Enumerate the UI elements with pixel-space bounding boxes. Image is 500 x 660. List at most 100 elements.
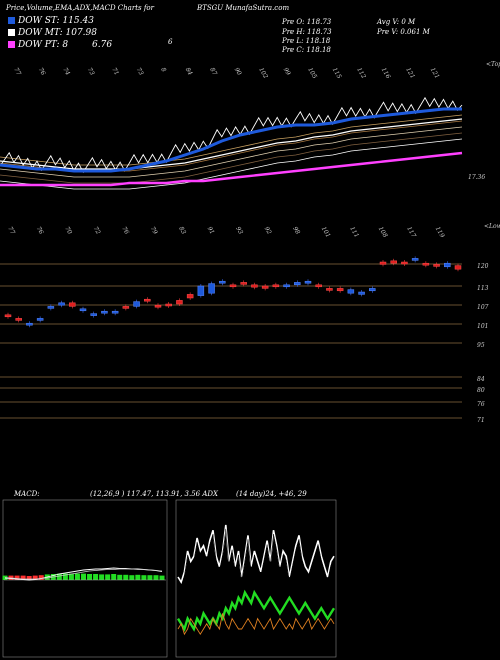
- candle-body: [401, 261, 408, 265]
- macd-histogram-bar: [111, 574, 117, 580]
- ema-top-label: 77: [12, 67, 22, 77]
- macd-signal-line: [4, 568, 163, 580]
- candle-body: [133, 301, 140, 307]
- macd-histogram-bar: [68, 573, 74, 580]
- candle-body: [336, 288, 344, 292]
- macd-histogram-bar: [135, 574, 141, 580]
- candle-body: [90, 313, 97, 316]
- macd-histogram-bar: [81, 573, 86, 580]
- candle-body: [165, 303, 172, 307]
- macd-histogram-bar: [141, 575, 147, 580]
- dow-pt-line: [0, 151, 463, 187]
- candle-body: [229, 284, 237, 288]
- macd-label: MACD:: [14, 490, 40, 498]
- macd-histogram-bar: [153, 575, 159, 580]
- ohlc-close: Pre C: 118.18: [282, 46, 331, 54]
- ema-top-label: 112: [355, 67, 367, 81]
- candle-top-label: 76: [35, 226, 45, 236]
- macd-histogram-bar: [56, 573, 62, 580]
- candle-body: [240, 282, 247, 285]
- ema-top-label: 8: [159, 67, 167, 74]
- macd-histogram-bar: [26, 576, 32, 580]
- price-level-label: 71: [477, 417, 485, 424]
- ema-top-label: 90: [233, 67, 243, 77]
- legend-pt-value: 6.76: [92, 40, 113, 50]
- candle-body: [369, 288, 376, 292]
- candle-body: [219, 280, 226, 284]
- legend-pt: DOW PT: 8: [8, 40, 68, 50]
- candle-body: [283, 284, 290, 288]
- ema-top-label: 115: [331, 67, 343, 81]
- candle-body: [379, 261, 387, 265]
- candle-body: [176, 300, 183, 305]
- price-level-label: 113: [477, 285, 489, 292]
- macd-histogram-bar: [14, 575, 20, 580]
- candle-body: [390, 260, 397, 264]
- ema-top-label: 76: [37, 67, 47, 77]
- ohlc-high: Pre H: 118.73: [282, 28, 332, 36]
- macd-values: (12,26,9 ) 117.47, 113.91, 3.56 ADX: [90, 490, 218, 498]
- ohlc-low: Pre L: 118.18: [282, 37, 331, 45]
- candle-right-label: <Lows: [484, 223, 500, 230]
- candle-top-label: 83: [177, 226, 187, 236]
- adx-panel: [175, 499, 337, 658]
- macd-histogram-bar: [117, 574, 123, 580]
- candle-body: [58, 302, 65, 306]
- price-line: [0, 96, 463, 174]
- candle-body: [15, 318, 22, 321]
- candle-top-label: 108: [377, 226, 389, 240]
- plus-di-inner: [177, 528, 335, 587]
- price-level-label: 107: [477, 304, 489, 311]
- ema-right-label: <Tops: [486, 61, 500, 68]
- candle-body: [47, 306, 55, 309]
- macd-histogram-bar: [105, 574, 111, 580]
- ema-line-3: [0, 126, 463, 178]
- candle-top-label: 79: [149, 226, 159, 236]
- ema-top-label: 73: [135, 67, 145, 77]
- chart-title-left: Price,Volume,EMA,ADX,MACD Charts for: [6, 4, 154, 12]
- candle-top-label: 91: [206, 226, 216, 236]
- legend-mt: DOW MT: 107.98: [8, 28, 97, 38]
- macd-histogram-bar: [129, 575, 135, 580]
- ema-top-label: 121: [429, 67, 441, 80]
- legend-pt-swatch: [8, 41, 15, 48]
- prev-volume: Pre V: 0.061 M: [377, 28, 430, 36]
- candle-top-label: 72: [92, 226, 102, 236]
- candle-body: [422, 262, 430, 266]
- dow-mt-line: [0, 118, 463, 170]
- candle-body: [347, 289, 355, 294]
- macd-histogram-bar: [159, 575, 165, 580]
- ema-chart: 77 76 74 73 71 73 8 84 87 90 102 99 105 115 112 116 121 1…: [0, 61, 500, 190]
- candle-body: [315, 284, 322, 288]
- candle-body: [36, 318, 44, 321]
- candle-body: [454, 265, 462, 270]
- candle-body: [411, 258, 419, 261]
- price-level-label: 84: [477, 376, 485, 383]
- macd-histogram-bar: [123, 574, 129, 580]
- macd-histogram-bar: [147, 575, 153, 580]
- avg-volume: Avg V: 0 M: [377, 18, 416, 26]
- macd-histogram-bar: [62, 573, 68, 580]
- ema-top-label: 74: [61, 67, 71, 77]
- macd-histogram-bar: [74, 573, 80, 580]
- adx-line: [176, 589, 336, 632]
- ema-top-label: 105: [306, 67, 318, 81]
- candle-top-label: 92: [263, 226, 273, 236]
- adx-values: (14 day)24, +46, 29: [236, 490, 307, 498]
- candle-body: [444, 262, 451, 268]
- price-level-label: 101: [477, 323, 488, 330]
- candle-top-label: 101: [320, 226, 332, 239]
- ema-price-label: 17.36: [468, 174, 485, 181]
- ema-top-label: 73: [86, 67, 96, 77]
- dow-st-line: [0, 107, 462, 173]
- ema-top-label: 99: [282, 67, 292, 77]
- ema-line-5: [0, 138, 463, 190]
- chart-title-right: BTSGU MunafaSutra.com: [197, 4, 290, 12]
- candle-chart: 77 76 70 72 76 79 83 91 93 92 98 101 111 108 117 119 <Lo…: [0, 223, 500, 424]
- candle-body: [144, 298, 151, 302]
- ema-top-label: 102: [257, 67, 269, 81]
- price-level-label: 120: [477, 263, 489, 270]
- candle-body: [101, 310, 108, 314]
- candle-body: [251, 284, 258, 288]
